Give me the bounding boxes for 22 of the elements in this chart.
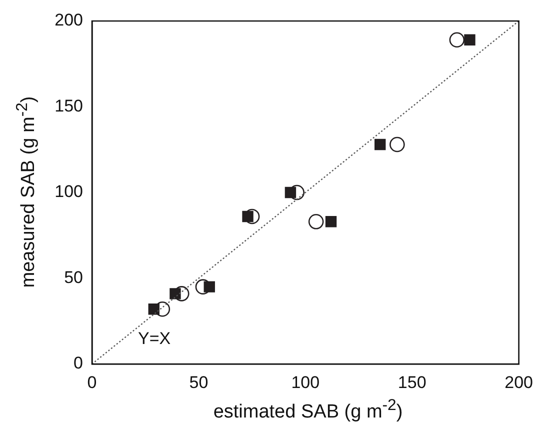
y-tick-label: 0 <box>74 354 83 373</box>
point <box>284 186 296 198</box>
y-tick-label: 150 <box>54 96 83 116</box>
x-tick-label: 200 <box>504 372 534 392</box>
y-tick-label: 200 <box>54 10 83 30</box>
point <box>325 216 337 228</box>
point <box>308 214 324 230</box>
point <box>148 304 160 315</box>
x-tick-label: 50 <box>189 372 208 392</box>
y-tick-label: 50 <box>64 268 83 287</box>
x-tick-label: 0 <box>87 372 97 392</box>
point <box>464 34 476 46</box>
point <box>170 288 181 300</box>
x-axis-title: estimated SAB (g m$^{-2}$) <box>213 397 403 424</box>
point <box>390 136 405 152</box>
annotation: Y=X <box>138 329 171 349</box>
point <box>449 32 465 48</box>
y-tick-label: 100 <box>54 182 83 202</box>
point <box>374 138 386 150</box>
point <box>204 281 215 292</box>
x-tick-label: 100 <box>291 372 320 392</box>
x-tick-label: 150 <box>398 372 426 392</box>
